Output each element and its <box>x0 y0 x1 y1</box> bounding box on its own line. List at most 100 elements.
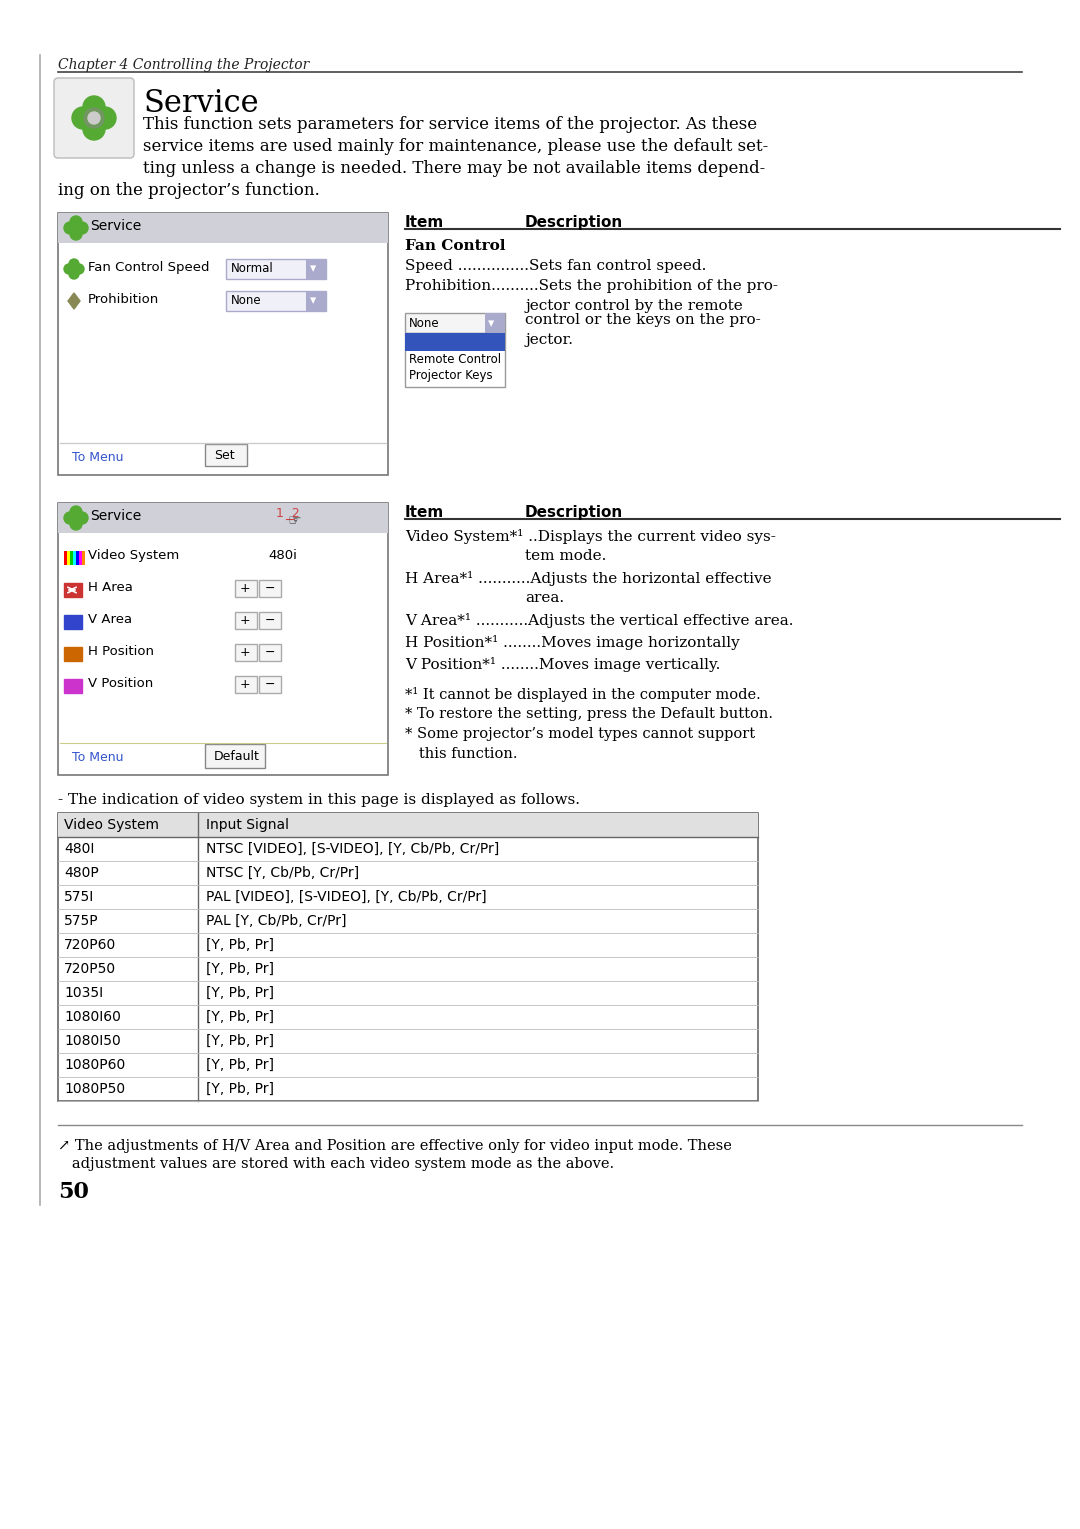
Bar <box>405 333 505 352</box>
Text: control or the keys on the pro-: control or the keys on the pro- <box>525 313 760 327</box>
Text: tem mode.: tem mode. <box>525 549 606 563</box>
Text: ting unless a change is needed. There may be not available items depend-: ting unless a change is needed. There ma… <box>143 161 766 177</box>
Text: Input Signal: Input Signal <box>206 818 289 832</box>
Text: 50: 50 <box>58 1180 89 1203</box>
Text: Item: Item <box>405 216 444 229</box>
Text: +: + <box>240 583 251 595</box>
Circle shape <box>83 118 105 141</box>
Circle shape <box>69 258 79 269</box>
Text: To Menu: To Menu <box>72 451 123 463</box>
Bar <box>485 313 505 333</box>
Text: This function sets parameters for service items of the projector. As these: This function sets parameters for servic… <box>143 116 757 133</box>
FancyBboxPatch shape <box>226 258 326 278</box>
FancyBboxPatch shape <box>235 612 257 628</box>
FancyBboxPatch shape <box>259 644 281 661</box>
Text: Default: Default <box>214 751 260 763</box>
Bar <box>76 550 79 566</box>
Text: −: − <box>265 645 275 659</box>
Text: [Y, Pb, Pr]: [Y, Pb, Pr] <box>206 1083 274 1096</box>
Text: 575I: 575I <box>64 890 94 904</box>
Text: +: + <box>240 677 251 691</box>
Text: Speed ...............Sets fan control speed.: Speed ...............Sets fan control sp… <box>405 258 706 274</box>
Text: ↗ The adjustments of H/V Area and Position are effective only for video input mo: ↗ The adjustments of H/V Area and Positi… <box>58 1139 732 1153</box>
Bar <box>58 503 388 534</box>
Circle shape <box>76 222 87 234</box>
FancyBboxPatch shape <box>259 579 281 596</box>
Bar <box>58 213 388 243</box>
Bar <box>306 291 326 310</box>
Text: To Menu: To Menu <box>72 751 123 764</box>
Text: * Some projector’s model types cannot support: * Some projector’s model types cannot su… <box>405 726 755 742</box>
Bar <box>64 615 82 628</box>
Text: NTSC [VIDEO], [S-VIDEO], [Y, Cb/Pb, Cr/Pr]: NTSC [VIDEO], [S-VIDEO], [Y, Cb/Pb, Cr/P… <box>206 842 499 856</box>
Circle shape <box>87 112 100 124</box>
Polygon shape <box>68 294 80 309</box>
FancyBboxPatch shape <box>405 313 505 333</box>
Text: Set: Set <box>214 450 234 462</box>
Circle shape <box>64 265 75 274</box>
Text: Prohibition: Prohibition <box>87 294 159 306</box>
Bar <box>73 550 76 566</box>
Circle shape <box>76 512 87 524</box>
Bar <box>79 550 82 566</box>
Text: Service: Service <box>90 509 141 523</box>
Text: 480I: 480I <box>64 842 94 856</box>
Text: service items are used mainly for maintenance, please use the default set-: service items are used mainly for mainte… <box>143 138 768 154</box>
Bar <box>64 679 82 693</box>
Text: H Position: H Position <box>87 645 154 657</box>
Text: Fan Control: Fan Control <box>405 239 505 252</box>
Text: 1035I: 1035I <box>64 986 103 1000</box>
Bar <box>64 550 67 566</box>
Text: V Position: V Position <box>87 677 153 690</box>
Bar <box>306 258 326 278</box>
Text: 1080I50: 1080I50 <box>64 1034 121 1047</box>
Text: NTSC [Y, Cb/Pb, Cr/Pr]: NTSC [Y, Cb/Pb, Cr/Pr] <box>206 865 360 881</box>
Text: V Area: V Area <box>87 613 132 625</box>
Circle shape <box>70 506 82 518</box>
Text: V Area*¹ ...........Adjusts the vertical effective area.: V Area*¹ ...........Adjusts the vertical… <box>405 613 794 628</box>
Text: PAL [Y, Cb/Pb, Cr/Pr]: PAL [Y, Cb/Pb, Cr/Pr] <box>206 914 347 928</box>
Text: ↗: ↗ <box>492 333 503 346</box>
FancyBboxPatch shape <box>259 676 281 693</box>
Text: - The indication of video system in this page is displayed as follows.: - The indication of video system in this… <box>58 794 580 807</box>
Text: jector.: jector. <box>525 333 573 347</box>
Text: +: + <box>240 645 251 659</box>
Text: Fan Control Speed: Fan Control Speed <box>87 261 210 274</box>
Text: 480P: 480P <box>64 865 98 881</box>
Circle shape <box>94 107 116 128</box>
Text: Service: Service <box>143 89 258 119</box>
Text: Service: Service <box>90 219 141 232</box>
Text: 1  2: 1 2 <box>276 508 300 520</box>
Text: Video System: Video System <box>64 818 159 832</box>
Text: Remote Control: Remote Control <box>409 353 501 365</box>
Text: 720P50: 720P50 <box>64 962 117 976</box>
Text: ▾: ▾ <box>310 294 316 307</box>
FancyBboxPatch shape <box>235 676 257 693</box>
Text: [Y, Pb, Pr]: [Y, Pb, Pr] <box>206 1058 274 1072</box>
Circle shape <box>72 107 94 128</box>
Bar <box>67 550 70 566</box>
Bar <box>58 213 388 476</box>
Text: 1080P50: 1080P50 <box>64 1083 125 1096</box>
Text: None: None <box>409 317 440 330</box>
Bar <box>70 550 73 566</box>
Text: area.: area. <box>525 592 564 605</box>
Text: ▾: ▾ <box>488 317 495 330</box>
Text: H Position*¹ ........Moves image horizontally: H Position*¹ ........Moves image horizon… <box>405 635 740 650</box>
Text: Video System*¹ ..Displays the current video sys-: Video System*¹ ..Displays the current vi… <box>405 529 775 544</box>
Text: −: − <box>265 615 275 627</box>
Text: adjustment values are stored with each video system mode as the above.: adjustment values are stored with each v… <box>58 1157 615 1171</box>
FancyBboxPatch shape <box>205 745 265 768</box>
Text: ing on the projector’s function.: ing on the projector’s function. <box>58 182 320 199</box>
Circle shape <box>64 512 76 524</box>
FancyBboxPatch shape <box>205 443 247 466</box>
Text: [Y, Pb, Pr]: [Y, Pb, Pr] <box>206 962 274 976</box>
Text: Chapter 4 Controlling the Projector: Chapter 4 Controlling the Projector <box>58 58 309 72</box>
Text: −: − <box>265 677 275 691</box>
Text: Video System: Video System <box>87 549 179 563</box>
Text: PAL [VIDEO], [S-VIDEO], [Y, Cb/Pb, Cr/Pr]: PAL [VIDEO], [S-VIDEO], [Y, Cb/Pb, Cr/Pr… <box>206 890 487 904</box>
Text: * To restore the setting, press the Default button.: * To restore the setting, press the Defa… <box>405 706 773 722</box>
Circle shape <box>69 269 79 278</box>
Text: H Area*¹ ...........Adjusts the horizontal effective: H Area*¹ ...........Adjusts the horizont… <box>405 570 771 586</box>
Circle shape <box>70 518 82 531</box>
